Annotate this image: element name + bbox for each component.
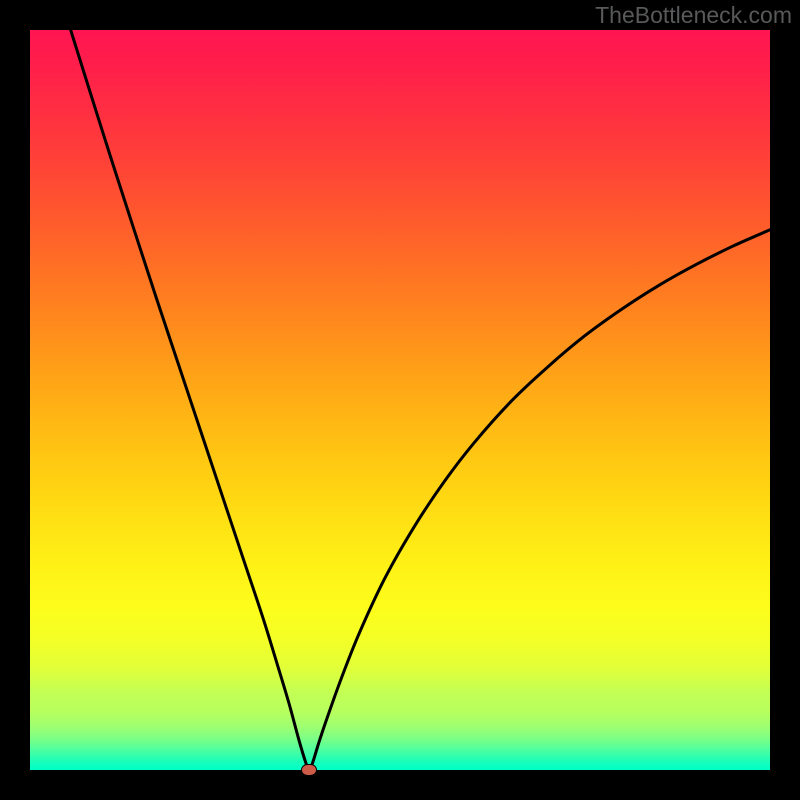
plot-area [30,30,770,770]
bottleneck-curve [30,30,770,770]
watermark-text: TheBottleneck.com [595,2,792,29]
minimum-marker [301,764,317,776]
chart-frame: TheBottleneck.com [0,0,800,800]
